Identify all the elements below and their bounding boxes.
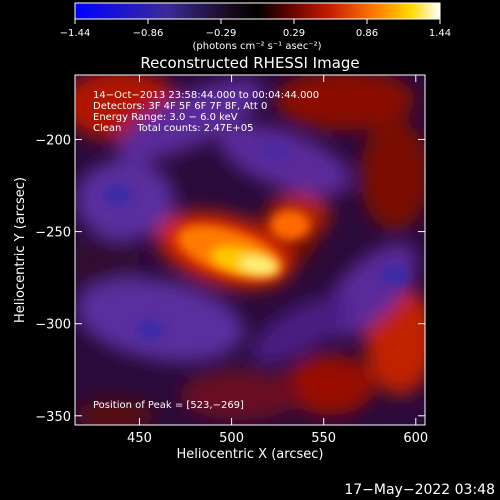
x-axis: 450 500 550 600 [127, 75, 428, 446]
info-line: Energy Range: 3.0 − 6.0 keV [93, 112, 238, 123]
peak-position-label: Position of Peak = [523,−269] [93, 400, 244, 411]
solar-image [75, 75, 425, 425]
y-tick-label: −200 [35, 133, 71, 148]
colorbar-tick-label: −1.44 [60, 28, 91, 39]
colorbar-tick-label: −0.29 [206, 28, 237, 39]
observation-info: 14−Oct−2013 23:58:44.000 to 00:04:44.000… [93, 90, 319, 134]
colorbar-ticks [74, 19, 441, 24]
colorbar-tick-label: 0.29 [283, 28, 305, 39]
colorbar-tick-label: 1.44 [429, 28, 451, 39]
y-tick-label: −350 [35, 410, 71, 425]
plot-frame [74, 74, 426, 426]
x-tick-label: 600 [403, 431, 428, 446]
colorbar-unit-label: (photons cm⁻² s⁻¹ asec⁻²) [192, 41, 321, 52]
colorbar-tick-labels: −1.44 −0.86 −0.29 0.29 0.86 1.44 [60, 28, 451, 39]
x-tick-label: 550 [311, 431, 336, 446]
colorbar-tick-label: −0.86 [133, 28, 164, 39]
y-tick-label: −300 [35, 318, 71, 333]
info-line: Clean Total counts: 2.47E+05 [93, 123, 253, 134]
x-tick-label: 500 [219, 431, 244, 446]
info-line: 14−Oct−2013 23:58:44.000 to 00:04:44.000 [93, 90, 319, 101]
x-tick-label: 450 [127, 431, 152, 446]
plot-title: Reconstructed RHESSI Image [140, 54, 359, 72]
y-axis-label: Heliocentric Y (arcsec) [13, 177, 28, 323]
info-line: Detectors: 3F 4F 5F 6F 7F 8F, Att 0 [93, 101, 267, 112]
colorbar: −1.44 −0.86 −0.29 0.29 0.86 1.44 (photons cm⁻… [60, 2, 451, 52]
colorbar-tick-label: 0.86 [356, 28, 378, 39]
y-tick-label: −250 [35, 226, 71, 241]
colorbar-gradient [74, 2, 441, 20]
y-axis: −200 −250 −300 −350 [35, 133, 425, 425]
footer-timestamp: 17−May−2022 03:48 [344, 482, 495, 498]
x-axis-label: Heliocentric X (arcsec) [177, 447, 324, 462]
